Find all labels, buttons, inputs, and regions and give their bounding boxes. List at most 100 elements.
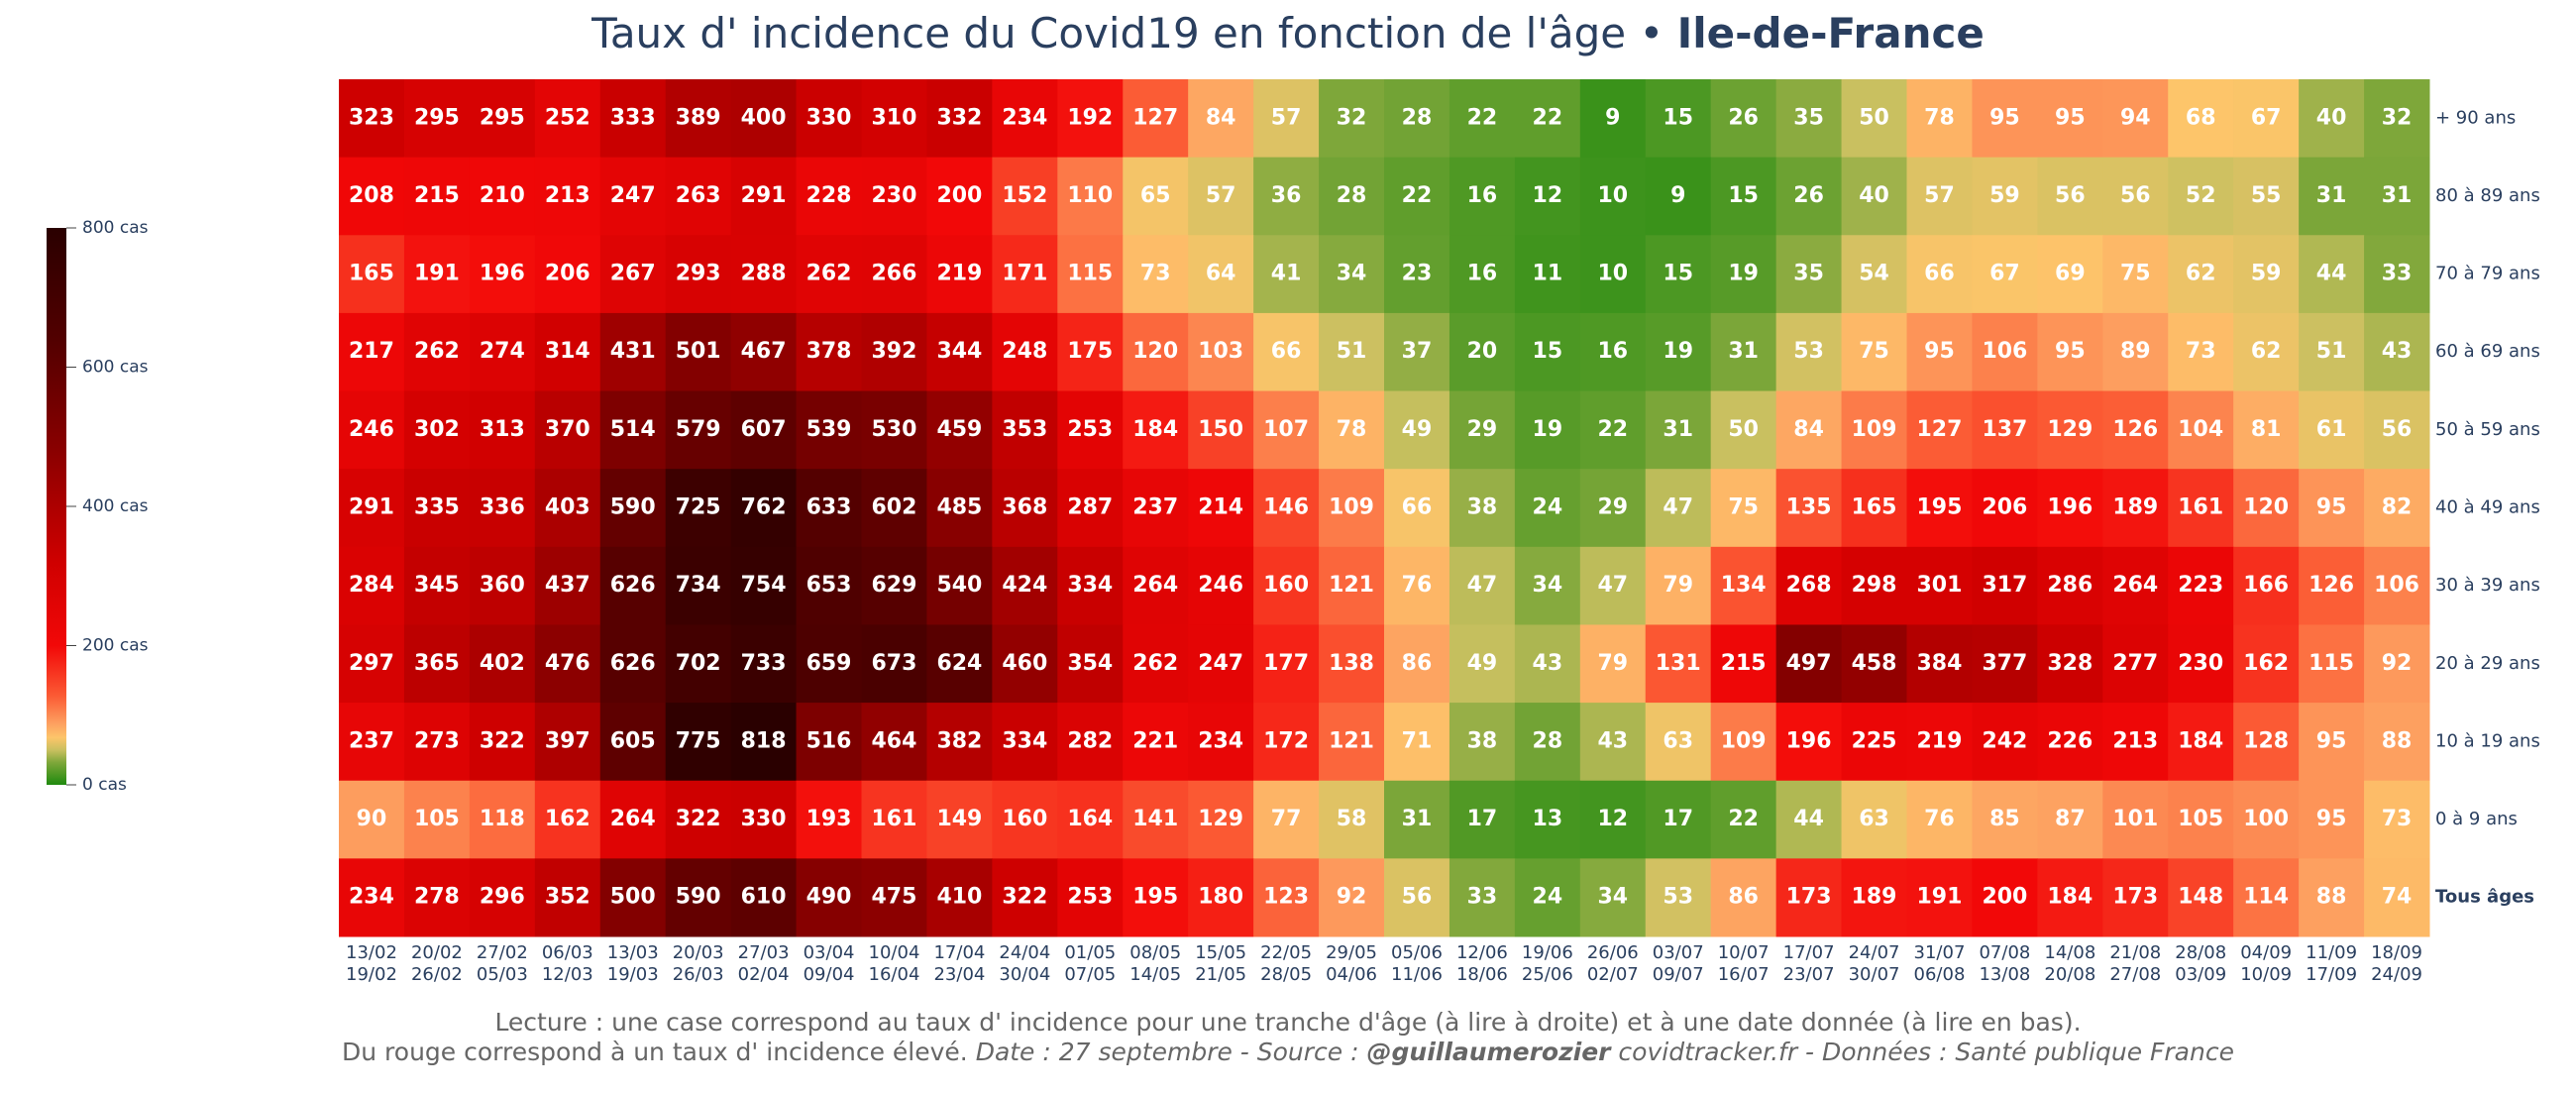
cell-label: 23 [1402,262,1433,286]
heatmap-cell [1710,79,1777,159]
cell-label: 210 [480,183,525,208]
heatmap-cell [1645,157,1712,236]
cell-label: 24 [1533,885,1563,910]
x-tick-label: 13/02 [346,942,397,963]
heatmap-cell [665,312,732,392]
cell-label: 516 [806,728,852,753]
cell-label: 353 [1002,417,1047,442]
heatmap-cell [339,858,405,937]
cell-label: 43 [1533,651,1563,676]
heatmap-cell [1449,235,1516,314]
heatmap-cell [2102,390,2169,470]
cell-label: 184 [2178,728,2223,753]
cell-label: 284 [349,573,394,598]
x-tick-label: 17/09 [2306,964,2357,985]
heatmap-cell [926,235,993,314]
heatmap-cell [1449,546,1516,625]
heatmap-cell [469,703,536,782]
heatmap-cell [1775,858,1843,937]
cell-label: 754 [741,573,787,598]
cell-label: 253 [1067,417,1113,442]
heatmap-cell [665,235,732,314]
cell-label: 217 [349,339,394,364]
cell-label: 29 [1597,495,1628,520]
heatmap-cell [730,235,798,314]
heatmap-cell [1253,157,1320,236]
heatmap-cell [1188,79,1254,159]
cell-label: 28 [1533,728,1563,753]
heatmap-cell [1514,390,1581,470]
cell-label: 100 [2243,807,2289,831]
heatmap-cell [403,390,471,470]
colorbar [47,228,66,785]
cell-label: 51 [2316,339,2347,364]
cell-label: 56 [1402,885,1433,910]
cell-label: 54 [1859,262,1889,286]
heatmap-cell [1123,703,1189,782]
heatmap-cell [1841,235,1907,314]
heatmap-cell [469,79,536,159]
heatmap-cell [665,624,732,704]
x-tick-label: 24/04 [999,942,1050,963]
heatmap-cell [2233,235,2300,314]
cell-label: 162 [2243,651,2289,676]
cell-label: 196 [1786,728,1832,753]
heatmap-cell [2037,157,2103,236]
heatmap-cell [1972,390,2038,470]
cell-label: 365 [414,651,460,676]
heatmap-cell [926,624,993,704]
heatmap-cell [1384,312,1450,392]
heatmap-cell [1710,858,1777,937]
heatmap-cell [2102,546,2169,625]
cell-label: 90 [357,807,387,831]
heatmap-cell [992,858,1058,937]
cell-label: 137 [1982,417,2027,442]
heatmap-cell [926,469,993,548]
heatmap-cell [1775,79,1843,159]
heatmap-cell [1906,624,1973,704]
heatmap-cell [1775,235,1843,314]
cell-label: 115 [2308,651,2354,676]
cell-label: 109 [1852,417,1897,442]
heatmap-cell [1057,79,1124,159]
heatmap-cell [2364,780,2430,859]
cell-label: 31 [1663,417,1693,442]
heatmap-cell [2233,624,2300,704]
heatmap-cell [1514,703,1581,782]
x-tick-label: 23/04 [933,964,985,985]
heatmap-cell [469,546,536,625]
cell-label: 71 [1402,728,1433,753]
cell-label: 626 [610,651,656,676]
cell-label: 540 [936,573,982,598]
cell-label: 175 [1067,339,1113,364]
cell-label: 166 [2243,573,2289,598]
x-tick-label: 17/07 [1783,942,1835,963]
cell-label: 214 [1198,495,1243,520]
cell-label: 344 [936,339,982,364]
x-tick-label: 13/08 [1979,964,2030,985]
cell-label: 9 [1605,105,1620,130]
heatmap-cell [1057,624,1124,704]
heatmap-cell [339,624,405,704]
cell-label: 733 [741,651,787,676]
heatmap-cell [1057,390,1124,470]
heatmap-cell [1710,780,1777,859]
cell-label: 725 [676,495,721,520]
cell-label: 73 [2186,339,2216,364]
heatmap-cell [403,469,471,548]
heatmap-cell [1123,624,1189,704]
cell-label: 16 [1597,339,1628,364]
cell-label: 195 [1132,885,1178,910]
cell-label: 208 [349,183,394,208]
cell-label: 34 [1533,573,1563,598]
cell-label: 262 [806,262,852,286]
cell-label: 301 [1917,573,1963,598]
heatmap-cell [796,858,862,937]
heatmap-cell [730,546,798,625]
x-tick-label: 26/02 [411,964,463,985]
x-tick-label: 21/08 [2109,942,2161,963]
cell-label: 26 [1728,105,1759,130]
cell-label: 161 [872,807,917,831]
heatmap-cell [1188,858,1254,937]
x-tick-label: 10/07 [1718,942,1770,963]
